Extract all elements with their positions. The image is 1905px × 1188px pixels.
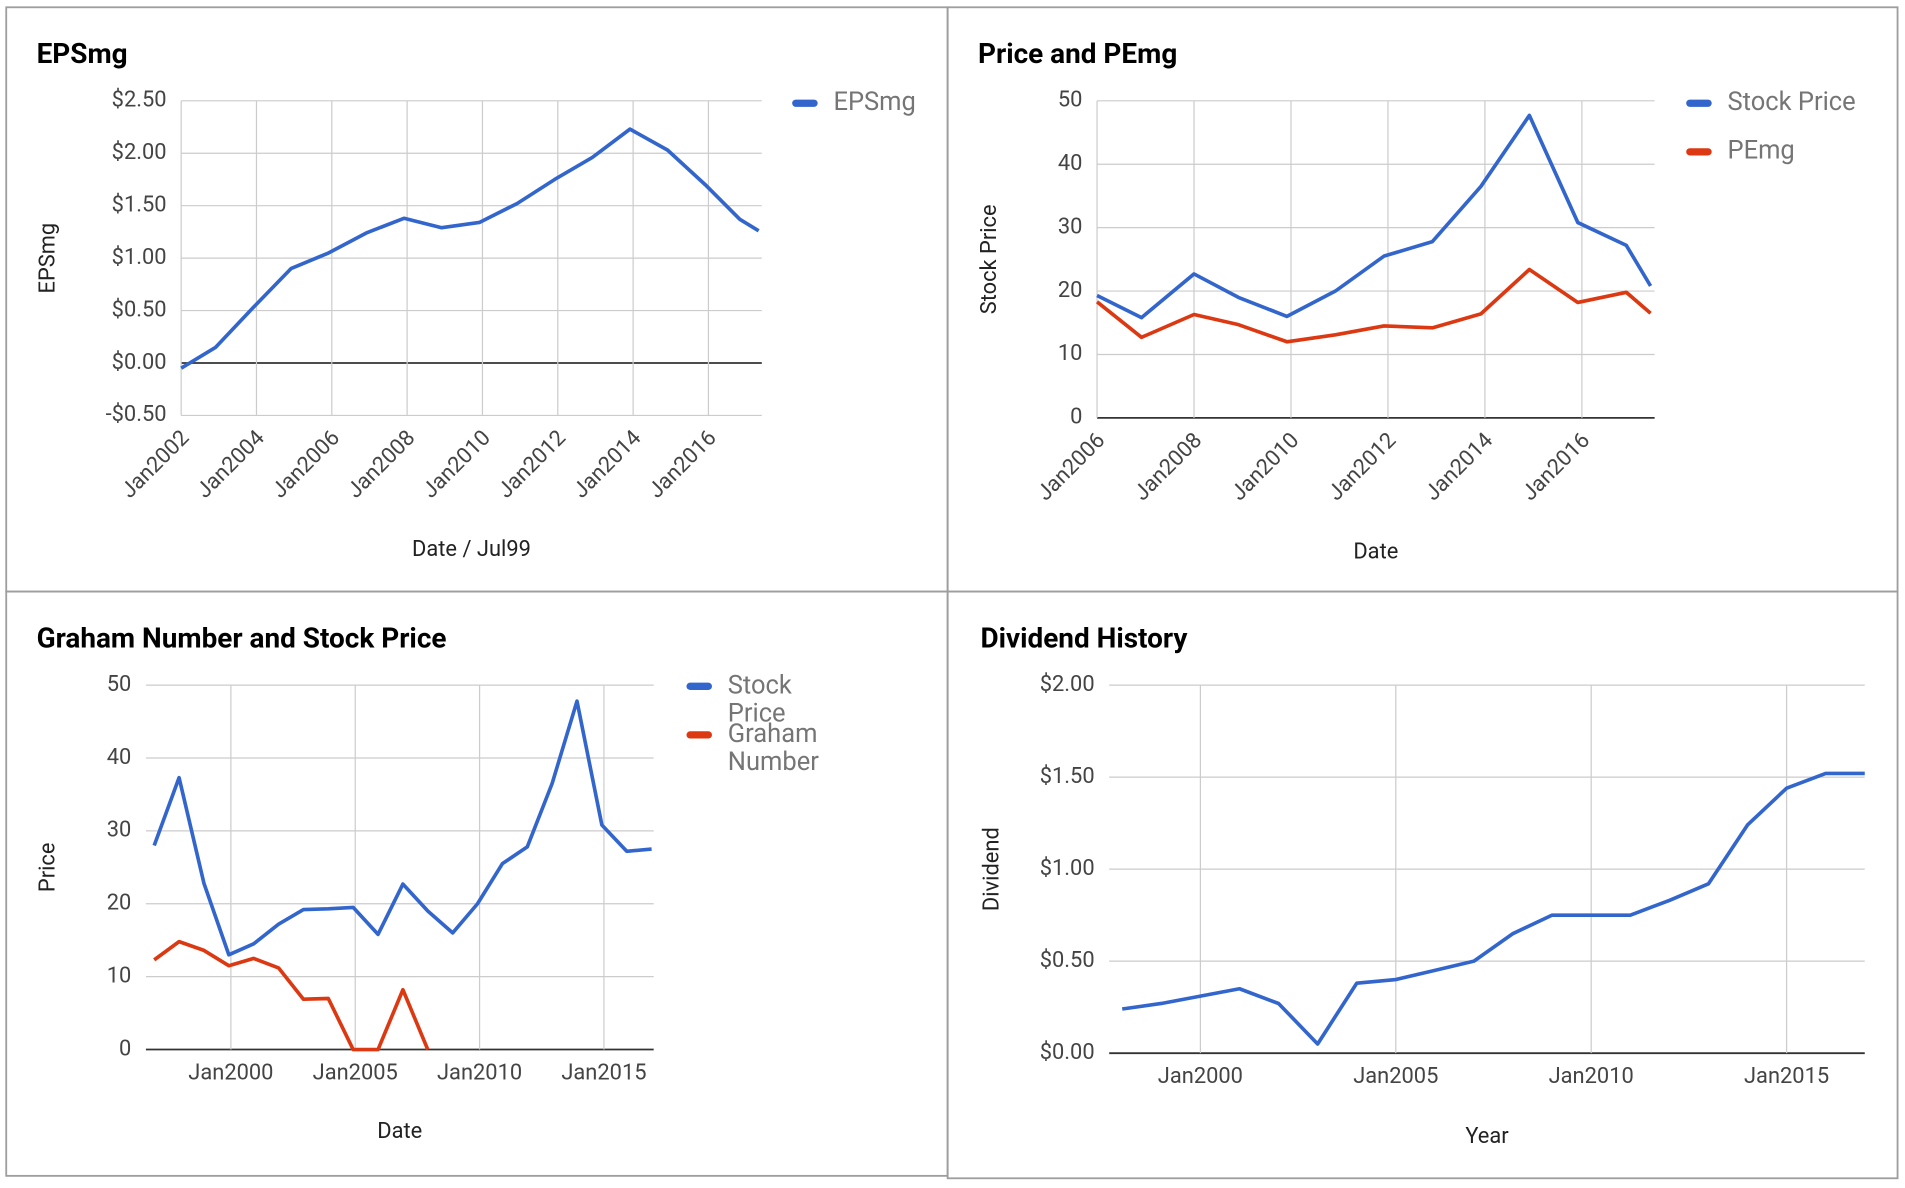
y-tick-label: $2.00: [112, 140, 167, 165]
panel-border: [946, 590, 1899, 1180]
y-tick-label: 0: [1070, 405, 1082, 430]
x-tick-label: Jan2015: [1744, 1064, 1829, 1089]
y-tick-label: $0.50: [112, 297, 167, 322]
y-tick-label: $0.00: [1040, 1040, 1095, 1065]
y-tick-label: $1.00: [112, 245, 167, 270]
y-tick-label: 10: [107, 963, 132, 988]
y-tick-label: 0: [119, 1036, 131, 1061]
y-axis-title: Price: [36, 843, 61, 893]
x-axis-title: Date / Jul99: [412, 537, 531, 562]
series-line: [180, 127, 760, 370]
y-tick-label: 50: [107, 672, 132, 697]
chart-title: Price and PEmg: [978, 37, 1177, 70]
legend-label: Stock Price: [728, 670, 792, 728]
y-tick-label: $1.50: [1040, 764, 1095, 789]
y-tick-label: $0.50: [1040, 948, 1095, 973]
legend-label: PEmg: [1727, 136, 1794, 166]
x-tick-label: Jan2010: [437, 1061, 522, 1086]
y-tick-label: $1.50: [112, 192, 167, 217]
series-line: [153, 939, 430, 1052]
x-tick-label: Jan2000: [188, 1061, 273, 1086]
x-axis-title: Year: [1465, 1124, 1509, 1149]
x-axis-title: Date: [377, 1119, 422, 1144]
y-tick-label: $0.00: [112, 350, 167, 375]
x-axis-title: Date: [1353, 539, 1398, 564]
y-tick-label: $2.50: [112, 88, 167, 113]
y-tick-label: 20: [1058, 278, 1083, 303]
y-tick-label: -$0.50: [106, 402, 167, 427]
y-axis-title: Stock Price: [977, 204, 1002, 314]
series-line: [1121, 771, 1865, 1046]
x-tick-label: Jan2010: [1549, 1064, 1634, 1089]
y-axis-title: EPSmg: [36, 223, 61, 294]
x-tick-label: Jan2005: [1353, 1064, 1438, 1089]
x-tick-label: Jan2005: [313, 1061, 398, 1086]
chart-title: EPSmg: [37, 37, 128, 70]
y-tick-label: 50: [1058, 88, 1083, 113]
series-line: [1095, 267, 1652, 344]
y-tick-label: 40: [1058, 151, 1083, 176]
x-tick-label: Jan2015: [561, 1061, 646, 1086]
legend-label: Stock Price: [1727, 87, 1855, 117]
chart-title: Graham Number and Stock Price: [37, 621, 447, 654]
y-tick-label: $1.00: [1040, 856, 1095, 881]
y-tick-label: 10: [1058, 341, 1083, 366]
y-tick-label: 20: [107, 891, 132, 916]
y-axis-title: Dividend: [979, 827, 1004, 911]
y-tick-label: 40: [107, 745, 132, 770]
legend-label: Graham Number: [728, 719, 819, 777]
y-tick-label: 30: [107, 818, 132, 843]
y-tick-label: 30: [1058, 214, 1083, 239]
series-line: [152, 699, 652, 957]
x-tick-label: Jan2000: [1158, 1064, 1243, 1089]
y-tick-label: $2.00: [1040, 672, 1095, 697]
series-line: [1096, 113, 1653, 320]
legend-label: EPSmg: [833, 87, 915, 117]
chart-title: Dividend History: [980, 621, 1188, 654]
